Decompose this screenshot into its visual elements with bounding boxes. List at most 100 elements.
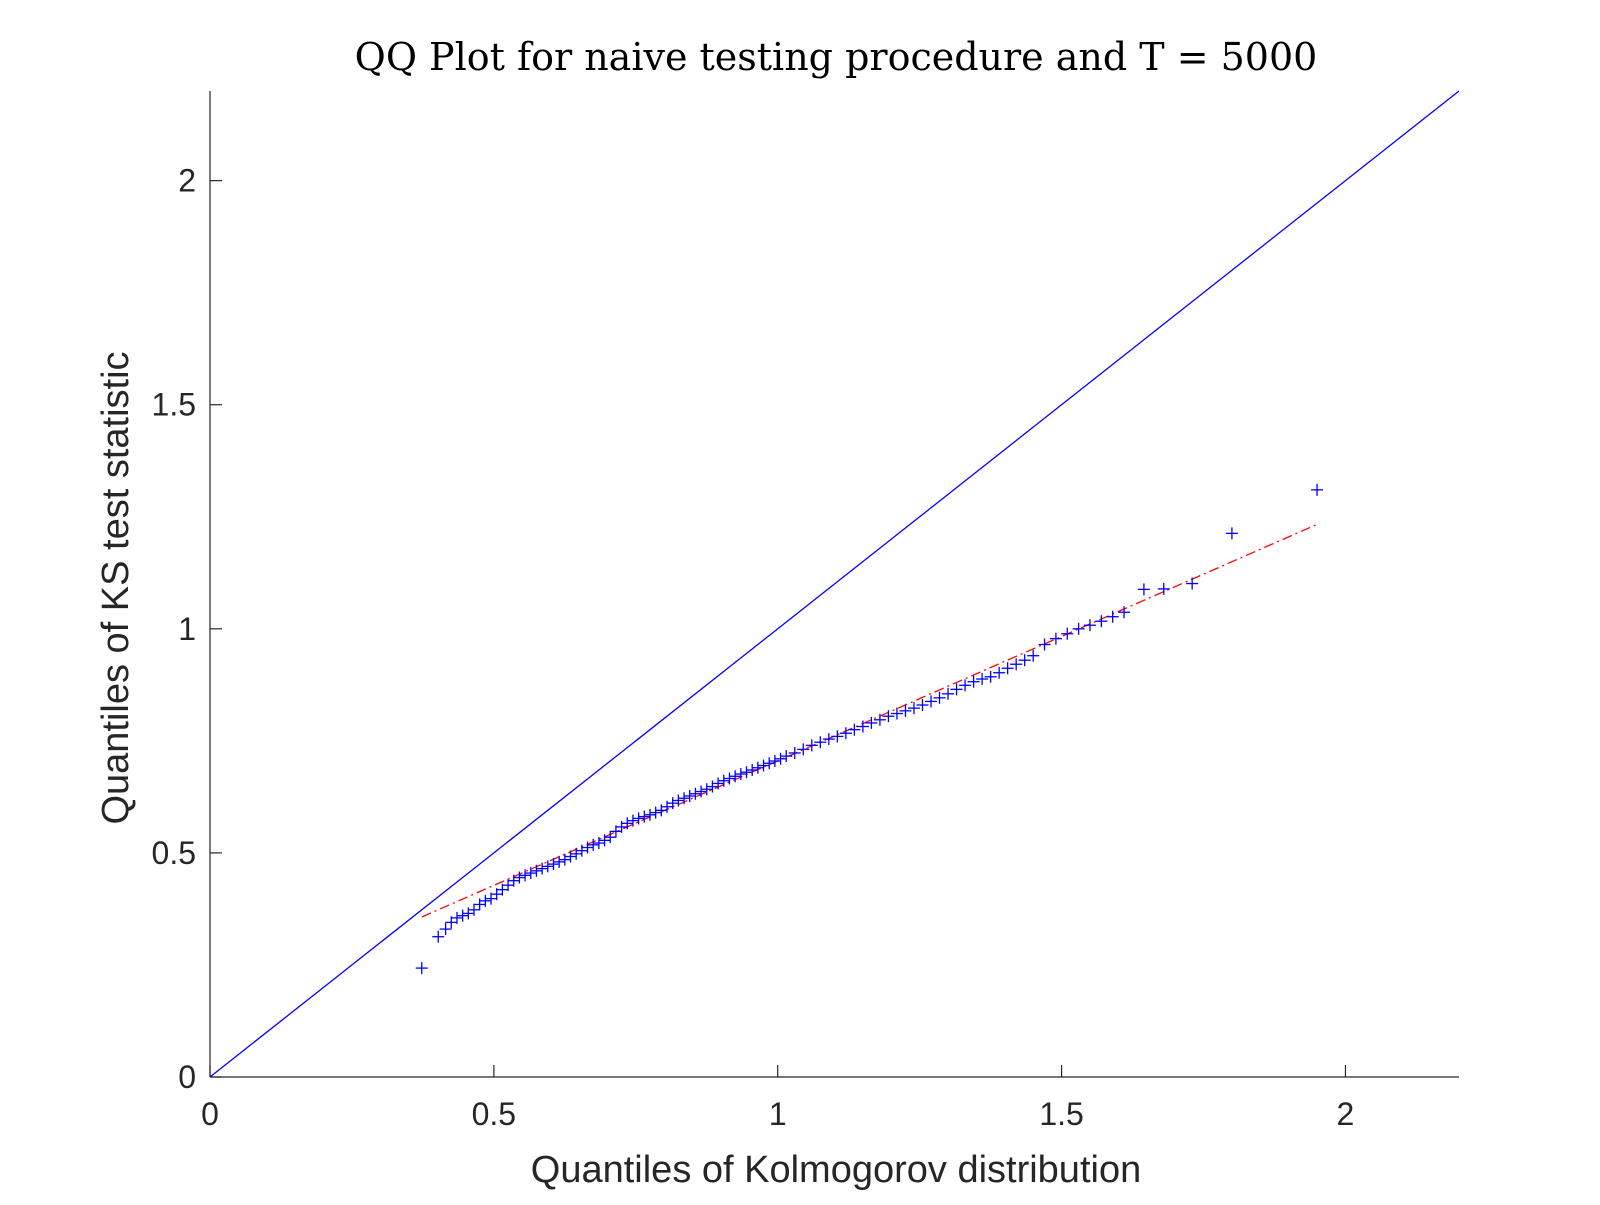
data-point bbox=[865, 716, 878, 729]
data-point bbox=[558, 853, 571, 866]
data-point bbox=[519, 869, 532, 882]
data-point bbox=[700, 783, 713, 796]
data-point bbox=[479, 894, 492, 907]
data-point bbox=[1010, 658, 1023, 671]
data-point bbox=[553, 855, 566, 868]
data-point bbox=[439, 923, 452, 936]
data-point bbox=[575, 844, 588, 857]
data-point bbox=[1137, 583, 1150, 596]
data-point bbox=[993, 666, 1006, 679]
data-point bbox=[626, 814, 639, 827]
y-tick-label: 1.5 bbox=[152, 387, 196, 423]
data-point bbox=[925, 695, 938, 708]
plot-area: 0 0.5 1 1.5 2 0 0.5 1 1.5 2 bbox=[152, 90, 1460, 1132]
x-tick-label: 0 bbox=[201, 1096, 219, 1132]
data-point bbox=[950, 683, 963, 696]
data-point bbox=[672, 794, 685, 807]
data-point bbox=[751, 761, 764, 774]
data-point bbox=[723, 772, 736, 785]
data-point bbox=[873, 713, 886, 726]
data-point bbox=[666, 797, 679, 810]
data-point bbox=[1106, 610, 1119, 623]
data-point bbox=[632, 812, 645, 825]
data-point bbox=[643, 808, 656, 821]
data-point bbox=[524, 867, 537, 880]
data-point bbox=[530, 864, 543, 877]
data-point bbox=[967, 675, 980, 688]
data-point bbox=[621, 817, 634, 830]
data-point bbox=[984, 670, 997, 683]
x-tick-label: 0.5 bbox=[472, 1096, 516, 1132]
data-point bbox=[638, 810, 651, 823]
data-point bbox=[1049, 632, 1062, 645]
y-tick-label: 0 bbox=[178, 1059, 196, 1095]
data-point bbox=[831, 730, 844, 743]
data-point bbox=[570, 847, 583, 860]
data-point bbox=[774, 752, 787, 765]
data-point bbox=[814, 736, 827, 749]
data-point bbox=[712, 777, 725, 790]
data-point bbox=[536, 862, 549, 875]
data-point bbox=[797, 743, 810, 756]
y-axis-label: Quantiles of KS test statistic bbox=[95, 351, 137, 824]
y-tick-label: 0.5 bbox=[152, 835, 196, 871]
data-point bbox=[415, 962, 428, 975]
x-tick-label: 2 bbox=[1337, 1096, 1355, 1132]
fit-line bbox=[421, 523, 1318, 918]
data-point bbox=[976, 673, 989, 686]
x-tick-label: 1 bbox=[769, 1096, 787, 1132]
data-point bbox=[695, 785, 708, 798]
data-point bbox=[1018, 654, 1031, 667]
data-point bbox=[942, 687, 955, 700]
y-tick-label: 2 bbox=[178, 163, 196, 199]
data-point bbox=[805, 739, 818, 752]
data-point bbox=[788, 746, 801, 759]
data-point bbox=[1311, 483, 1324, 496]
data-point bbox=[467, 903, 480, 916]
data-point bbox=[598, 834, 611, 847]
data-point bbox=[1001, 662, 1014, 675]
data-point bbox=[1095, 615, 1108, 628]
data-point bbox=[768, 755, 781, 768]
chart-title: QQ Plot for naive testing procedure and … bbox=[355, 35, 1318, 79]
x-tick-label: 1.5 bbox=[1039, 1096, 1083, 1132]
x-axis-label: Quantiles of Kolmogorov distribution bbox=[531, 1149, 1141, 1191]
data-point bbox=[564, 850, 577, 863]
data-point bbox=[649, 806, 662, 819]
data-point bbox=[1118, 606, 1131, 619]
data-point bbox=[740, 766, 753, 779]
data-point bbox=[450, 911, 463, 924]
data-point bbox=[678, 792, 691, 805]
data-point bbox=[683, 789, 696, 802]
data-point bbox=[432, 930, 445, 943]
data-point bbox=[1186, 577, 1199, 590]
data-point bbox=[848, 723, 861, 736]
data-point bbox=[890, 707, 903, 720]
data-point bbox=[581, 841, 594, 854]
y-tick-label: 1 bbox=[178, 611, 196, 647]
data-point bbox=[1072, 622, 1085, 635]
data-point bbox=[706, 780, 719, 793]
reference-line bbox=[209, 90, 1460, 1078]
data-point bbox=[1038, 638, 1051, 651]
data-point bbox=[592, 837, 605, 850]
data-point bbox=[933, 691, 946, 704]
data-point bbox=[1157, 582, 1170, 595]
data-point bbox=[780, 750, 793, 763]
data-point bbox=[916, 699, 929, 712]
data-point bbox=[513, 871, 526, 884]
data-point bbox=[689, 787, 702, 800]
data-point bbox=[1083, 619, 1096, 632]
data-point bbox=[959, 679, 972, 692]
data-point bbox=[734, 768, 747, 781]
data-point bbox=[541, 860, 554, 873]
data-point bbox=[456, 909, 469, 922]
data-point bbox=[907, 702, 920, 715]
data-point bbox=[729, 770, 742, 783]
data-point bbox=[839, 727, 852, 740]
data-point bbox=[604, 831, 617, 844]
data-point bbox=[1225, 527, 1238, 540]
data-point bbox=[899, 704, 912, 717]
